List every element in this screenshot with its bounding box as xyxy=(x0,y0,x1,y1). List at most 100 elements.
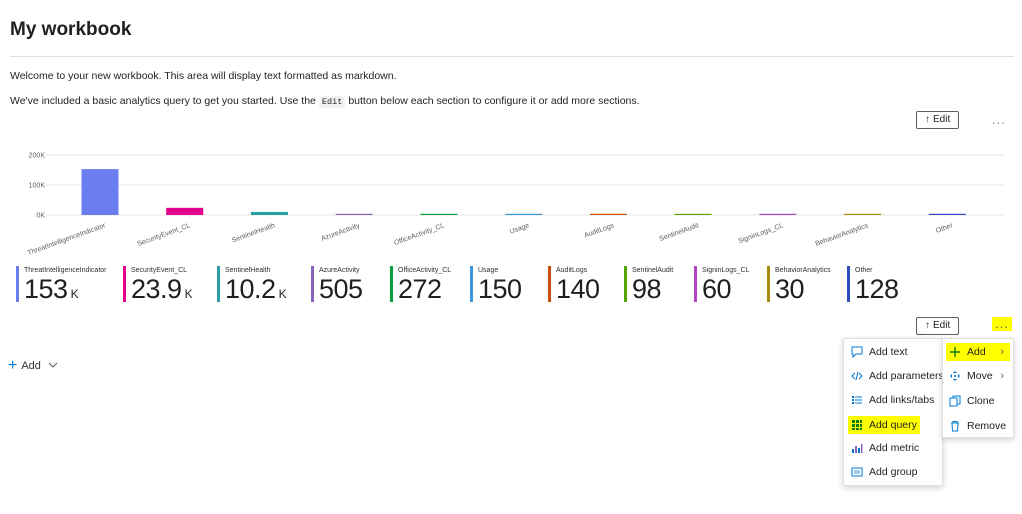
edit-button-markdown[interactable]: ↑ Edit xyxy=(916,111,960,129)
tile-auditlogs[interactable]: AuditLogs 140 xyxy=(548,266,600,303)
title-divider xyxy=(10,56,1014,57)
tile-azureactivity[interactable]: AzureActivity 505 xyxy=(311,266,363,303)
tile-value-row: 272 xyxy=(398,275,451,303)
tile-behavioranalytics[interactable]: BehaviorAnalytics 30 xyxy=(767,266,831,304)
tile-value-row: 150 xyxy=(478,275,522,303)
clone-icon xyxy=(949,395,961,407)
menu-item-remove[interactable]: Remove xyxy=(946,417,1009,435)
tile-signinlogs-cl[interactable]: SigninLogs_CL 60 xyxy=(694,266,750,303)
tile-name: BehaviorAnalytics xyxy=(775,267,831,274)
x-tick-label: Other xyxy=(935,222,954,235)
tile-name: SentinelHealth xyxy=(225,267,271,274)
move-icon xyxy=(949,370,961,382)
x-tick-label: OfficeActivity_CL xyxy=(393,222,445,247)
bar-sentinelaudit[interactable] xyxy=(674,213,712,215)
tile-name: Other xyxy=(855,267,873,274)
tile-name: ThreatIntelligenceIndicator xyxy=(24,267,107,274)
x-tick-label: SecurityEvent_CL xyxy=(136,222,191,248)
menu-item-label: Add group xyxy=(869,466,918,478)
bar-sentinelhealth[interactable] xyxy=(250,211,288,215)
markdown-text-1: Welcome to your new workbook. This area … xyxy=(10,70,397,82)
bar-auditlogs[interactable] xyxy=(589,213,627,215)
tile-value: 153 xyxy=(24,274,68,304)
bar-other[interactable] xyxy=(928,213,966,215)
tile-value: 60 xyxy=(702,274,732,304)
tile-value-row: 140 xyxy=(556,275,600,303)
context-menu: Add › Move › Clone Remove xyxy=(942,338,1014,438)
add-submenu: Add text Add parameters Add links/tabs A… xyxy=(843,338,944,486)
menu-item-add[interactable]: Add › xyxy=(946,343,1010,361)
bar-azureactivity[interactable] xyxy=(335,213,373,215)
tile-name: SecurityEvent_CL xyxy=(131,267,188,274)
tile-unit: K xyxy=(70,287,79,301)
tile-value: 98 xyxy=(632,274,662,304)
more-options-query[interactable]: ... xyxy=(992,317,1012,331)
edit-button-query[interactable]: ↑ Edit xyxy=(916,317,960,335)
x-tick-label: SigninLogs_CL xyxy=(737,222,784,245)
menu-item-add-metric[interactable]: Add metric xyxy=(848,439,922,457)
bar-signinlogs-cl[interactable] xyxy=(759,213,797,215)
tile-name: SigninLogs_CL xyxy=(702,267,750,274)
tile-name: AzureActivity xyxy=(319,267,360,274)
menu-item-label: Add links/tabs xyxy=(869,394,935,406)
tile-value-row: 505 xyxy=(319,275,363,303)
tile-threatintelligenceindicator[interactable]: ThreatIntelligenceIndicator 153 K xyxy=(16,266,107,303)
bar-securityevent-cl[interactable] xyxy=(166,207,204,215)
edit-button-label: Edit xyxy=(933,320,951,331)
menu-item-clone[interactable]: Clone xyxy=(946,392,997,410)
tile-sentinelhealth[interactable]: SentinelHealth 10.2 K xyxy=(217,266,287,303)
tile-value: 30 xyxy=(775,274,805,304)
menu-item-add-parameters[interactable]: Add parameters xyxy=(848,367,947,385)
chevron-right-icon: › xyxy=(1000,346,1004,358)
up-arrow-icon: ↑ xyxy=(925,320,930,331)
tile-value-row: 23.9 K xyxy=(131,275,193,308)
x-tick-label: AuditLogs xyxy=(583,222,615,239)
tile-value: 128 xyxy=(855,274,899,304)
tile-value-row: 128 xyxy=(855,275,899,303)
tile-other[interactable]: Other 128 xyxy=(847,266,899,303)
bar-officeactivity-cl[interactable] xyxy=(420,213,458,215)
tile-value: 140 xyxy=(556,274,600,304)
bar-usage[interactable] xyxy=(505,213,543,215)
tile-sentinelaudit[interactable]: SentinelAudit 98 xyxy=(624,266,674,304)
add-section-button[interactable]: + Add xyxy=(8,358,58,374)
grid-icon xyxy=(851,419,863,431)
y-tick-label: 100K xyxy=(29,183,46,190)
chevron-down-icon xyxy=(48,360,58,372)
tile-value-row: 10.2 K xyxy=(225,275,287,308)
menu-item-add-text[interactable]: Add text xyxy=(848,343,911,361)
y-tick-label: 0K xyxy=(36,213,45,220)
tile-unit: K xyxy=(278,287,287,301)
menu-item-label: Add query xyxy=(869,419,917,431)
tile-value: 272 xyxy=(398,274,442,304)
menu-item-add-group[interactable]: Add group xyxy=(848,463,920,481)
more-options-markdown[interactable]: ... xyxy=(992,112,1006,127)
x-tick-label: Usage xyxy=(509,222,531,236)
tile-value-row: 153 K xyxy=(24,275,107,308)
menu-item-label: Remove xyxy=(967,420,1007,432)
tile-name: SentinelAudit xyxy=(632,267,674,274)
markdown-inline-code: Edit xyxy=(318,96,346,108)
menu-item-label: Add text xyxy=(869,346,908,358)
trash-icon xyxy=(949,420,961,432)
y-tick-label: 200K xyxy=(29,153,46,160)
menu-item-add-query[interactable]: Add query xyxy=(848,416,920,434)
tile-value: 150 xyxy=(478,274,522,304)
tile-officeactivity-cl[interactable]: OfficeActivity_CL 272 xyxy=(390,266,451,303)
menu-item-add-links-tabs[interactable]: Add links/tabs xyxy=(848,391,937,409)
tile-securityevent-cl[interactable]: SecurityEvent_CL 23.9 K xyxy=(123,266,193,303)
edit-button-label: Edit xyxy=(933,114,951,125)
menu-item-label: Add xyxy=(967,346,986,358)
tile-value: 505 xyxy=(319,274,363,304)
menu-item-move[interactable]: Move › xyxy=(946,367,1010,385)
tile-value-row: 60 xyxy=(702,275,749,303)
list-icon xyxy=(851,394,863,406)
metric-chart-icon xyxy=(851,442,863,454)
plus-icon xyxy=(949,346,961,358)
tile-usage[interactable]: Usage 150 xyxy=(470,266,522,303)
markdown-text-2: We've included a basic analytics query t… xyxy=(10,95,640,108)
bar-threatintelligenceindicator[interactable] xyxy=(81,169,119,215)
x-tick-label: BehaviorAnalytics xyxy=(815,222,870,248)
bar-behavioranalytics[interactable] xyxy=(844,213,882,215)
tile-name: Usage xyxy=(478,267,499,274)
